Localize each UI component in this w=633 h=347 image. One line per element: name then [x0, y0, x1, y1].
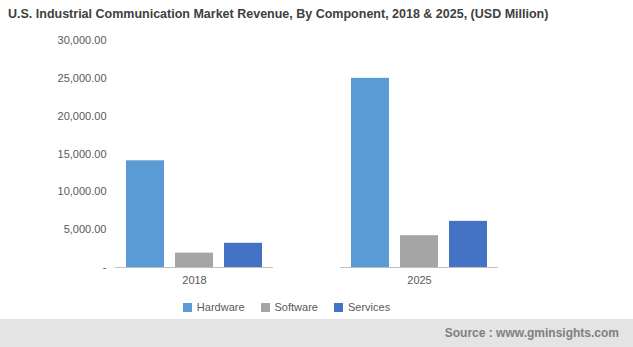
html-text:Source : www.gminsights.com: Source : www.gminsights.com: [444, 326, 619, 340]
svg-text:5,000.00: 5,000.00: [64, 223, 107, 235]
svg-text:10,000.00: 10,000.00: [58, 185, 107, 197]
svg-text:25,000.00: 25,000.00: [58, 72, 107, 84]
svg-text:20,000.00: 20,000.00: [58, 110, 107, 122]
svg-text:2025: 2025: [407, 274, 431, 286]
svg-text:2018: 2018: [182, 274, 206, 286]
svg-text:-: -: [103, 261, 107, 273]
html-text:Software: Software: [274, 301, 318, 313]
html-text:Services: Services: [348, 301, 391, 313]
svg-text:15,000.00: 15,000.00: [58, 148, 107, 160]
svg-text:30,000.00: 30,000.00: [58, 34, 107, 46]
html-text:U.S. Industrial Communication: U.S. Industrial Communication Market Rev…: [8, 7, 549, 21]
html-text:Hardware: Hardware: [196, 301, 245, 313]
